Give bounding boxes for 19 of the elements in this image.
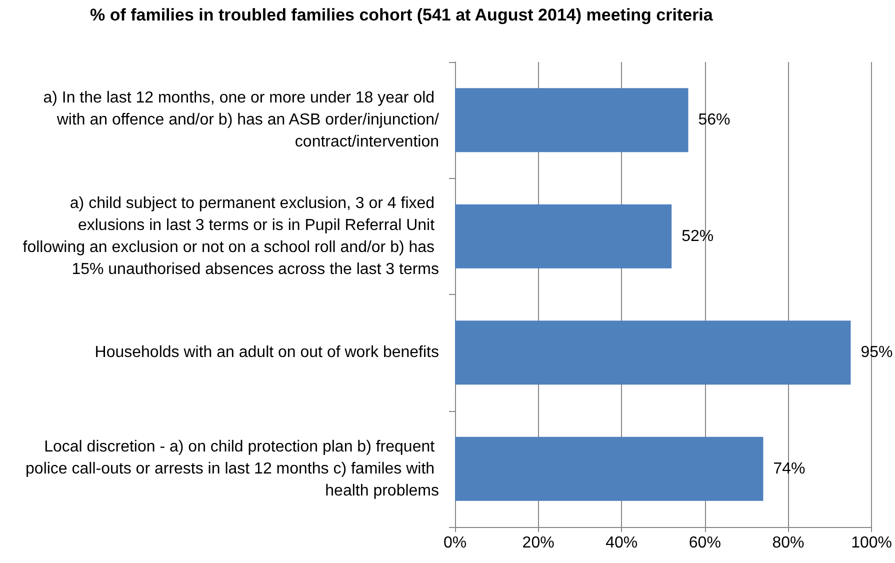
x-tick-label: 0% (443, 534, 467, 552)
x-tick-label: 40% (606, 534, 638, 552)
data-label: 52% (682, 228, 714, 245)
y-tick-label: a) child subject to permanent exclusion, 3 or 4 fixed exlusions in last 3 terms or is in Pupil Referral Unit following an exclusion or not on a school roll and/or b) has 15% unauthorised absences across the last 3 terms (22, 194, 439, 278)
y-tick-label: Households with an adult on out of work benefits (94, 344, 439, 362)
x-tick-label: 100% (851, 534, 892, 552)
data-label: 56% (698, 112, 730, 129)
y-tick-label: a) In the last 12 months, one or more under 18 year old with an offence and/or b) has an ASB order/injunction/contract/intervention (43, 90, 440, 151)
x-tick-label: 60% (688, 534, 721, 552)
bar (455, 88, 688, 152)
chart-title: % of families in troubled families cohort (541 at August 2014) meeting criteria (90, 6, 714, 24)
bar (455, 204, 672, 268)
x-tick-label: 80% (772, 534, 804, 552)
bar (455, 320, 851, 385)
bar (455, 436, 764, 501)
y-tick-label: Local discretion - a) on child protection plan b) frequent police call-outs or arrests in last 12 months c) familes with health problems (26, 438, 439, 500)
x-tick-label: 20% (522, 534, 554, 552)
data-label: 95% (860, 344, 893, 362)
data-label: 74% (773, 460, 806, 478)
